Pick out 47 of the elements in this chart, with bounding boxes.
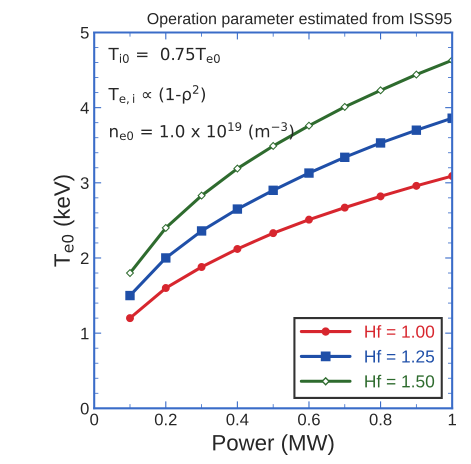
y-tick-label: 5 (80, 27, 89, 39)
point (198, 192, 206, 200)
legend-label: Hf = 1.50 (365, 374, 434, 388)
point (233, 244, 242, 253)
y-axis-title: T$_{e0}$ (keV) (54, 175, 74, 267)
y-tick-label: 2 (80, 252, 89, 264)
annotation: T$_{e,i}$ ∝ (1-ρ$^{2}$) (108, 85, 206, 104)
point (269, 142, 278, 150)
point (232, 204, 242, 214)
point (412, 70, 420, 79)
point (340, 204, 349, 212)
point (233, 164, 242, 172)
annotation: T$_{i0}$ = 0.75T$_{e0}$ (108, 48, 220, 63)
x-axis-title: Power (MW) (213, 434, 334, 455)
legend-label: Hf = 1.00 (365, 325, 434, 338)
chart-title: Operation parameter estimated from ISS95 (148, 12, 452, 28)
x-tick-label: 0.2 (154, 414, 177, 426)
point (412, 182, 420, 190)
y-tick-label: 1 (81, 328, 89, 340)
y-tick-label: 0 (80, 402, 89, 415)
x-tick-label: 1 (448, 414, 456, 426)
point (304, 216, 313, 224)
point (196, 226, 206, 236)
point (269, 229, 278, 238)
point (305, 122, 313, 130)
point (304, 168, 314, 178)
point (376, 192, 385, 200)
y-tick-label: 3 (80, 177, 89, 190)
point (126, 269, 134, 277)
point (376, 138, 386, 148)
x-tick-label: 0.6 (298, 414, 320, 426)
point (161, 253, 170, 263)
point (268, 186, 278, 196)
x-tick-label: 0.4 (226, 414, 248, 426)
y-tick-label: 4 (80, 102, 89, 114)
x-tick-label: 0 (90, 414, 98, 426)
point (162, 224, 170, 232)
point (125, 290, 135, 300)
point (162, 284, 170, 292)
point (412, 126, 422, 135)
point (376, 86, 385, 94)
point (126, 314, 134, 322)
x-tick-label: 0.8 (370, 414, 392, 426)
point (198, 263, 206, 271)
point (340, 102, 349, 111)
point (340, 152, 350, 162)
legend-label: Hf = 1.25 (365, 350, 434, 363)
